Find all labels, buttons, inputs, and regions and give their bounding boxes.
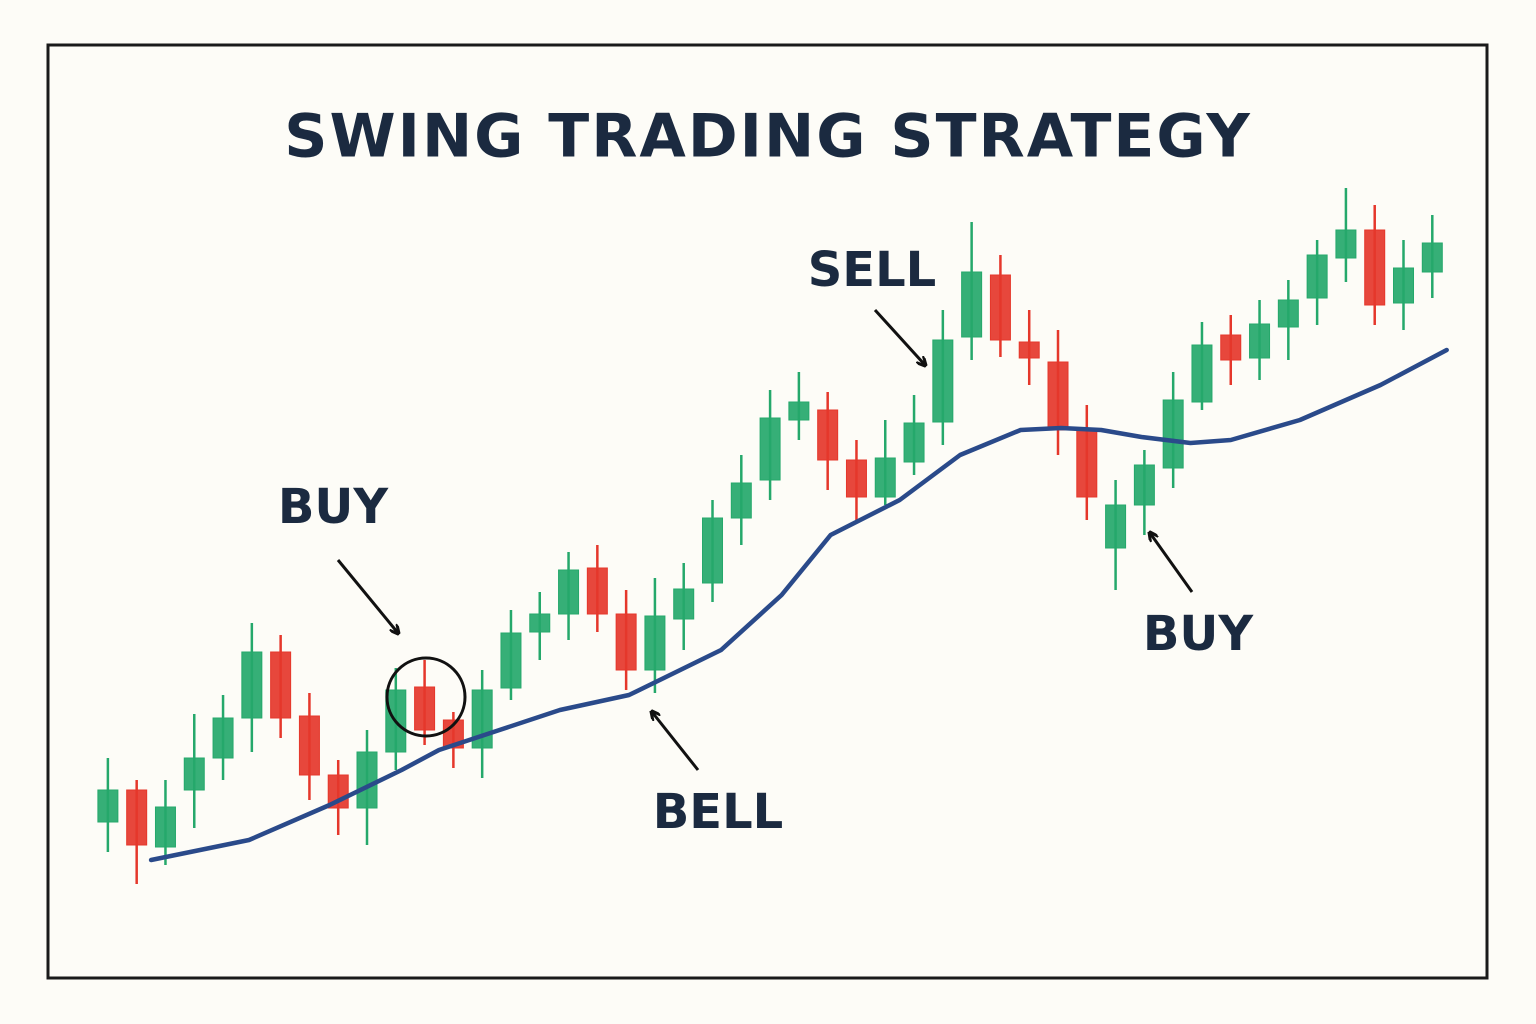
plot-area [97, 188, 1449, 884]
arrow [336, 559, 398, 633]
candle-body [126, 789, 148, 846]
annotation: BELL [653, 784, 784, 840]
candle-body [442, 719, 464, 749]
arrow [873, 308, 925, 365]
annotation: BUY [1143, 606, 1255, 662]
candle-body [845, 459, 867, 498]
candle-body [932, 339, 954, 423]
candle-body [673, 588, 695, 620]
candle-body [1191, 344, 1213, 403]
candle-body [586, 567, 608, 615]
candle-body [1220, 334, 1242, 361]
candle-body [558, 569, 580, 615]
candle-body [1335, 229, 1357, 259]
candle-body [1076, 429, 1098, 498]
annotation: SELL [808, 242, 937, 298]
candle-body [154, 806, 176, 848]
candle-body [1133, 464, 1155, 506]
candle-body [212, 717, 234, 759]
highlight-circle [385, 656, 467, 738]
candle-body [644, 615, 666, 671]
candle-body [1364, 229, 1386, 306]
candle-body [97, 789, 119, 823]
candle-body [615, 613, 637, 671]
candle-body [529, 613, 551, 633]
candle-body [298, 715, 320, 776]
candle-body [1162, 399, 1184, 469]
candle-body [788, 401, 810, 421]
candle-body [1105, 504, 1127, 549]
candle-body [1249, 323, 1271, 359]
candle-body [1393, 267, 1415, 304]
candle-body [817, 409, 839, 461]
annotations: BUY SELL BELL BUY [278, 242, 1255, 840]
candle-body [241, 651, 263, 719]
candle-body [1018, 341, 1040, 359]
candle-body [730, 482, 752, 519]
candle-body [903, 422, 925, 463]
candle-body [1047, 361, 1069, 431]
candle-body [270, 651, 292, 719]
candle-body [759, 417, 781, 481]
candle-body [874, 457, 896, 498]
chart-title: SWING TRADING STRATEGY [284, 102, 1252, 172]
candle-body [1421, 242, 1443, 273]
candle-body [702, 517, 724, 584]
candle-body [961, 271, 983, 338]
candle-body [183, 757, 205, 791]
candle-body [414, 686, 436, 731]
arrow [1150, 533, 1194, 593]
candle-body [1306, 254, 1328, 299]
candle-body [1277, 299, 1299, 328]
arrow [652, 712, 700, 771]
annotation: BUY [278, 479, 390, 535]
moving-average-line [148, 347, 1449, 863]
candle-body [356, 751, 378, 809]
candle-body [500, 632, 522, 689]
candle-body [989, 274, 1011, 341]
